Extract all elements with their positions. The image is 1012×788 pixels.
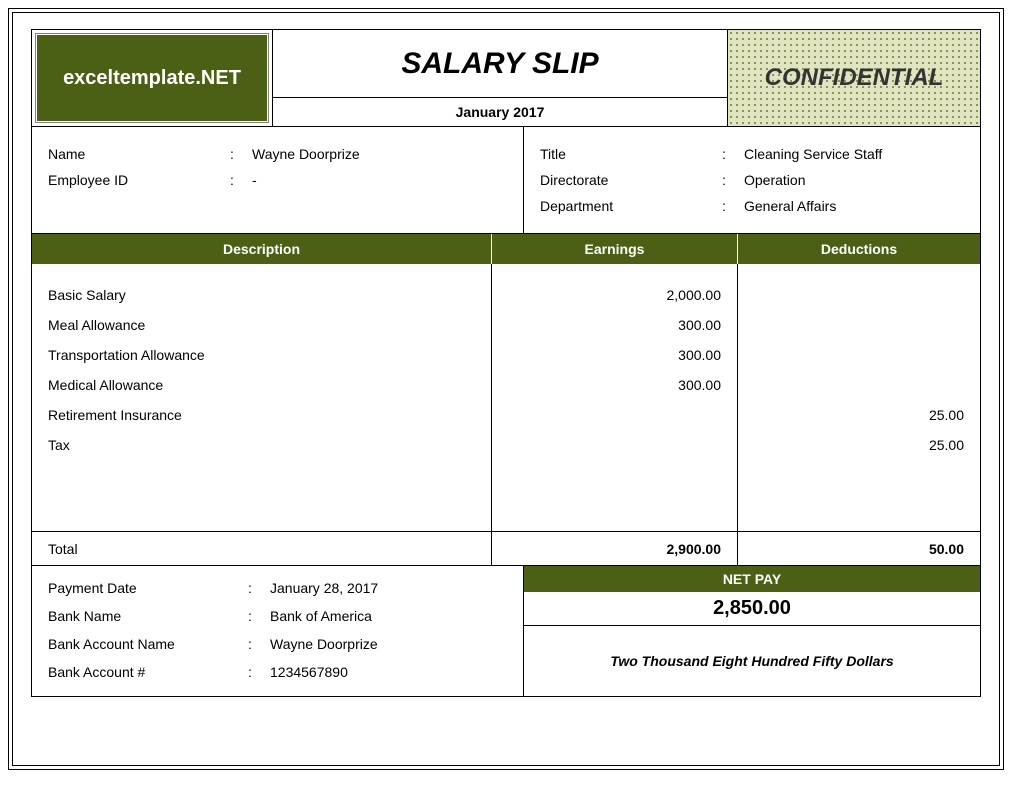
account-name-value: Wayne Doorprize xyxy=(270,630,507,658)
field-title: Title : Cleaning Service Staff xyxy=(540,141,964,167)
total-earnings: 2,900.00 xyxy=(492,532,738,565)
directorate-label: Directorate xyxy=(540,167,722,193)
confidential-text: CONFIDENTIAL xyxy=(765,64,944,92)
employee-info-row: Name : Wayne Doorprize Employee ID : - T… xyxy=(32,127,980,234)
confidential-badge: CONFIDENTIAL xyxy=(728,30,980,126)
totals-row: Total 2,900.00 50.00 xyxy=(32,532,980,566)
document-title: SALARY SLIP xyxy=(273,30,727,98)
col-header-earnings: Earnings xyxy=(492,234,738,264)
colon: : xyxy=(248,602,270,630)
item-earn xyxy=(508,430,721,460)
col-description: Basic Salary Meal Allowance Transportati… xyxy=(32,264,492,531)
item-desc: Tax xyxy=(48,430,475,460)
outer-frame: exceltemplate.NET SALARY SLIP January 20… xyxy=(8,8,1004,770)
table-header: Description Earnings Deductions xyxy=(32,234,980,264)
employee-id-value: - xyxy=(252,167,507,193)
total-label: Total xyxy=(32,532,492,565)
department-label: Department xyxy=(540,193,722,219)
payment-info: Payment Date : January 28, 2017 Bank Nam… xyxy=(32,566,524,696)
net-pay-words: Two Thousand Eight Hundred Fifty Dollars xyxy=(524,626,980,696)
col-header-description: Description xyxy=(32,234,492,264)
bank-name-label: Bank Name xyxy=(48,602,248,630)
inner-frame: exceltemplate.NET SALARY SLIP January 20… xyxy=(12,12,1000,766)
period-label: January 2017 xyxy=(273,98,727,126)
colon: : xyxy=(722,193,744,219)
colon: : xyxy=(722,141,744,167)
table-body: Basic Salary Meal Allowance Transportati… xyxy=(32,264,980,532)
account-name-label: Bank Account Name xyxy=(48,630,248,658)
department-value: General Affairs xyxy=(744,193,964,219)
item-earn xyxy=(508,400,721,430)
item-ded: 25.00 xyxy=(754,400,964,430)
item-desc: Medical Allowance xyxy=(48,370,475,400)
colon: : xyxy=(722,167,744,193)
item-earn: 300.00 xyxy=(508,340,721,370)
item-earn: 300.00 xyxy=(508,370,721,400)
payment-date-label: Payment Date xyxy=(48,574,248,602)
total-deductions: 50.00 xyxy=(738,532,980,565)
salary-slip: exceltemplate.NET SALARY SLIP January 20… xyxy=(31,29,981,697)
employee-id-label: Employee ID xyxy=(48,167,230,193)
bank-name-value: Bank of America xyxy=(270,602,507,630)
field-directorate: Directorate : Operation xyxy=(540,167,964,193)
net-pay-value: 2,850.00 xyxy=(524,592,980,626)
logo-text: exceltemplate.NET xyxy=(63,67,241,90)
item-ded xyxy=(754,310,964,340)
title-value: Cleaning Service Staff xyxy=(744,141,964,167)
field-bank-name: Bank Name : Bank of America xyxy=(48,602,507,630)
item-ded xyxy=(754,340,964,370)
field-account-number: Bank Account # : 1234567890 xyxy=(48,658,507,686)
account-number-value: 1234567890 xyxy=(270,658,507,686)
item-ded xyxy=(754,370,964,400)
employee-left: Name : Wayne Doorprize Employee ID : - xyxy=(32,127,524,233)
item-desc: Basic Salary xyxy=(48,280,475,310)
item-desc: Transportation Allowance xyxy=(48,340,475,370)
field-payment-date: Payment Date : January 28, 2017 xyxy=(48,574,507,602)
account-number-label: Bank Account # xyxy=(48,658,248,686)
field-employee-id: Employee ID : - xyxy=(48,167,507,193)
item-ded: 25.00 xyxy=(754,430,964,460)
col-earnings: 2,000.00 300.00 300.00 300.00 xyxy=(492,264,738,531)
colon: : xyxy=(230,167,252,193)
field-name: Name : Wayne Doorprize xyxy=(48,141,507,167)
header-row: exceltemplate.NET SALARY SLIP January 20… xyxy=(32,30,980,127)
employee-right: Title : Cleaning Service Staff Directora… xyxy=(524,127,980,233)
item-earn: 300.00 xyxy=(508,310,721,340)
field-account-name: Bank Account Name : Wayne Doorprize xyxy=(48,630,507,658)
net-pay-label: NET PAY xyxy=(524,566,980,592)
col-header-deductions: Deductions xyxy=(738,234,980,264)
item-desc: Meal Allowance xyxy=(48,310,475,340)
payment-date-value: January 28, 2017 xyxy=(270,574,507,602)
item-ded xyxy=(754,280,964,310)
title-cell: SALARY SLIP January 2017 xyxy=(272,30,728,126)
name-label: Name xyxy=(48,141,230,167)
item-earn: 2,000.00 xyxy=(508,280,721,310)
bottom-row: Payment Date : January 28, 2017 Bank Nam… xyxy=(32,566,980,696)
colon: : xyxy=(248,630,270,658)
item-desc: Retirement Insurance xyxy=(48,400,475,430)
logo-block: exceltemplate.NET xyxy=(36,34,268,122)
colon: : xyxy=(248,574,270,602)
name-value: Wayne Doorprize xyxy=(252,141,507,167)
net-pay-area: NET PAY 2,850.00 Two Thousand Eight Hund… xyxy=(524,566,980,696)
title-label: Title xyxy=(540,141,722,167)
colon: : xyxy=(248,658,270,686)
colon: : xyxy=(230,141,252,167)
logo-cell: exceltemplate.NET xyxy=(32,30,272,126)
directorate-value: Operation xyxy=(744,167,964,193)
col-deductions: 25.00 25.00 xyxy=(738,264,980,531)
field-department: Department : General Affairs xyxy=(540,193,964,219)
